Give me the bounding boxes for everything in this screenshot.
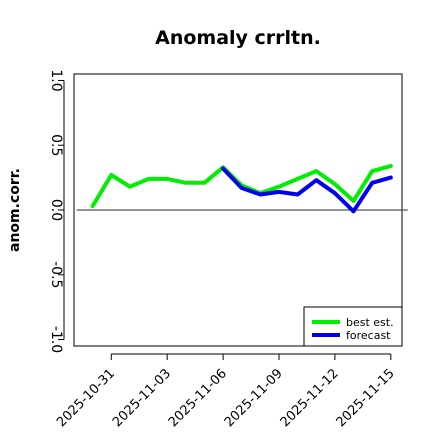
chart-title: Anomaly crrltn. xyxy=(155,27,321,49)
x-tick-label: 2025-11-12 xyxy=(278,366,342,430)
y-axis-label: anom.corr. xyxy=(7,168,23,252)
legend-box xyxy=(303,306,403,347)
y-tick-label: 1.0 xyxy=(48,69,64,91)
x-tick-label: 2025-10-31 xyxy=(54,366,118,430)
legend: best est. forecast xyxy=(303,306,403,347)
x-tick-label: 2025-11-15 xyxy=(334,366,398,430)
y-tick-label: -0.5 xyxy=(48,261,64,288)
y-tick-label: 0.5 xyxy=(48,134,64,156)
x-tick-label: 2025-11-03 xyxy=(110,366,174,430)
series-lines xyxy=(90,164,393,214)
y-tick-label: 0.0 xyxy=(48,199,64,221)
legend-label-forecast: forecast xyxy=(346,329,391,342)
y-axis: -1.0 -0.5 0.0 0.5 1.0 xyxy=(48,69,65,353)
series-line-forecast xyxy=(221,166,393,214)
legend-label-best-est: best est. xyxy=(346,316,394,329)
x-tick-label: 2025-11-06 xyxy=(166,366,230,430)
x-axis: 2025-10-312025-11-032025-11-062025-11-09… xyxy=(54,353,398,430)
y-tick-label: -1.0 xyxy=(48,326,64,353)
x-tick-label: 2025-11-09 xyxy=(222,366,286,430)
